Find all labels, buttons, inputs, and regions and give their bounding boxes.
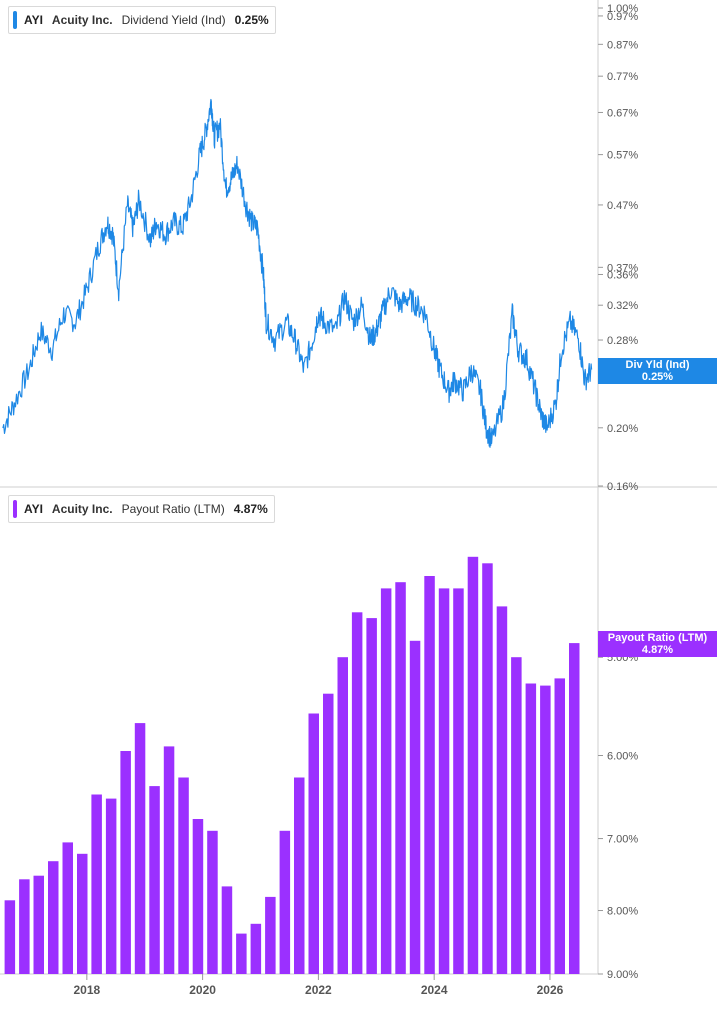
x-tick-label: 2020 — [189, 983, 216, 997]
payout-legend-value: 4.87% — [233, 502, 268, 516]
payout-legend-company: Acuity Inc. — [51, 502, 113, 516]
x-tick-label: 2024 — [421, 983, 448, 997]
yield-y-tick-label: 0.16% — [607, 481, 638, 493]
payout-bar — [337, 657, 348, 974]
x-tick-label: 2026 — [537, 983, 564, 997]
payout-legend-swatch — [13, 500, 17, 518]
payout-bar — [250, 923, 262, 974]
payout-bar — [77, 853, 88, 974]
payout-bar — [554, 678, 565, 974]
payout-bar — [62, 842, 73, 974]
payout-bar — [207, 830, 218, 974]
payout-bar — [265, 896, 276, 974]
yield-y-tick-label: 0.87% — [607, 39, 638, 51]
payout-bar — [294, 777, 305, 974]
yield-y-tick-label: 0.28% — [607, 335, 638, 347]
payout-bar — [120, 751, 131, 974]
yield-y-tick-label: 1.00% — [607, 3, 638, 15]
payout-bar — [409, 640, 421, 974]
yield-value-tag: Div Yld (Ind) 0.25% — [598, 357, 717, 384]
yield-y-tick-label: 0.20% — [607, 423, 638, 435]
payout-bar — [467, 556, 479, 974]
yield-legend-metric: Dividend Yield (Ind) — [121, 13, 226, 27]
payout-bar — [221, 886, 233, 974]
payout-tag-label: Payout Ratio (LTM) — [607, 632, 708, 645]
yield-y-tick-label: 0.32% — [607, 300, 638, 312]
yield-y-tick-label: 0.47% — [607, 200, 638, 212]
yield-legend-ticker: AYI — [24, 13, 43, 27]
payout-bar — [4, 900, 16, 974]
dividend-yield-line — [2, 98, 593, 448]
yield-legend-swatch — [13, 11, 17, 29]
payout-tag-value: 4.87% — [641, 644, 674, 657]
payout-bar — [453, 588, 464, 974]
payout-bar — [91, 794, 102, 974]
payout-bar — [163, 746, 175, 974]
payout-bar — [178, 777, 189, 974]
yield-legend-company: Acuity Inc. — [51, 13, 113, 27]
yield-tag-value: 0.25% — [641, 370, 674, 383]
payout-bar — [33, 875, 44, 974]
payout-value-tag: Payout Ratio (LTM) 4.87% — [598, 631, 717, 658]
yield-y-tick-label: 0.97% — [607, 11, 638, 23]
payout-bar — [511, 657, 522, 974]
payout-bar — [395, 582, 406, 974]
x-tick-label: 2018 — [73, 983, 100, 997]
payout-bar — [482, 563, 493, 974]
payout-bar — [149, 786, 160, 974]
payout-bar — [308, 713, 319, 974]
payout-legend-ticker: AYI — [24, 502, 43, 516]
yield-legend[interactable]: AYI Acuity Inc. Dividend Yield (Ind) 0.2… — [8, 6, 276, 34]
yield-y-tick-label: 0.37% — [607, 262, 638, 274]
payout-y-tick-label: 9.00% — [607, 969, 638, 981]
payout-legend[interactable]: AYI Acuity Inc. Payout Ratio (LTM) 4.87% — [8, 495, 275, 523]
yield-y-tick-label: 0.77% — [607, 71, 638, 83]
payout-bar — [236, 933, 247, 974]
x-tick-label: 2022 — [305, 983, 332, 997]
payout-bar — [48, 861, 59, 974]
yield-y-tick-label: 0.36% — [607, 269, 638, 281]
payout-bar — [323, 693, 334, 974]
payout-bar — [105, 798, 117, 974]
payout-bar — [192, 819, 204, 974]
payout-bar — [134, 723, 146, 974]
payout-bar — [569, 643, 580, 974]
payout-bar — [540, 685, 551, 974]
payout-bar — [525, 683, 537, 974]
yield-tag-label: Div Yld (Ind) — [625, 358, 690, 371]
yield-y-tick-label: 0.57% — [607, 150, 638, 162]
payout-bar — [19, 879, 30, 974]
yield-y-tick-label: 0.67% — [607, 107, 638, 119]
payout-bar — [496, 606, 508, 974]
payout-y-tick-label: 6.00% — [607, 751, 638, 763]
yield-legend-value: 0.25% — [234, 13, 269, 27]
payout-y-tick-label: 7.00% — [607, 834, 638, 846]
payout-bar — [351, 612, 363, 974]
payout-y-tick-label: 8.00% — [607, 906, 638, 918]
payout-bar — [279, 830, 291, 974]
payout-legend-metric: Payout Ratio (LTM) — [121, 502, 225, 516]
payout-bar — [424, 576, 435, 974]
payout-bar — [366, 618, 377, 974]
payout-bar — [438, 588, 450, 974]
payout-bar — [380, 588, 392, 974]
